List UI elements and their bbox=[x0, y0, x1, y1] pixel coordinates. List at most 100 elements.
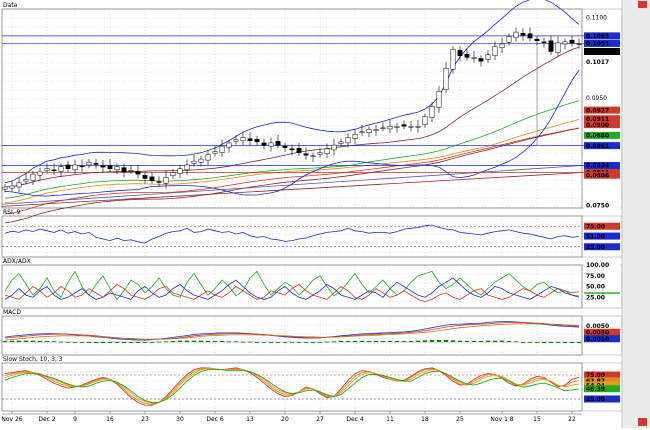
candle-body bbox=[121, 167, 127, 173]
x-tick-label: 23 bbox=[141, 416, 149, 423]
pane-macd bbox=[1, 315, 623, 356]
candle bbox=[51, 163, 57, 175]
moving-average-160 bbox=[4, 127, 580, 224]
macd-hist-bar bbox=[296, 342, 302, 343]
candle bbox=[485, 50, 491, 63]
axis-value-text: 0.0900 bbox=[586, 122, 609, 129]
candle-body bbox=[219, 145, 225, 153]
x-tick-label: 25 bbox=[456, 416, 464, 423]
candle bbox=[282, 142, 288, 153]
axis-value-bg bbox=[584, 395, 620, 403]
candle bbox=[30, 170, 36, 185]
axis-value-label: 75.00 bbox=[584, 222, 620, 230]
candle-body bbox=[562, 41, 568, 45]
candle bbox=[114, 163, 120, 175]
axis-value-bg bbox=[584, 322, 620, 330]
macd-hist-bar bbox=[534, 342, 540, 343]
macd-hist-bar bbox=[345, 341, 351, 342]
macd-hist-bar bbox=[275, 342, 281, 343]
axis-value-text: 0.0050 bbox=[586, 323, 609, 330]
candle-body bbox=[394, 125, 400, 128]
x-tick-label: 15 bbox=[533, 416, 541, 423]
macd-hist-bar bbox=[107, 342, 113, 343]
axis-value-label: 25.00 bbox=[584, 293, 620, 301]
axis-value-label: 75.00 bbox=[584, 371, 620, 379]
candle-body bbox=[569, 39, 575, 44]
macd-hist-bar bbox=[513, 341, 519, 343]
stoch-series-0 bbox=[4, 367, 580, 406]
candle-body bbox=[485, 54, 491, 60]
x-tick-label: 30 bbox=[176, 416, 184, 423]
right-strip bbox=[622, 0, 650, 428]
candle bbox=[149, 172, 155, 184]
macd-hist-bar bbox=[142, 342, 148, 343]
candle bbox=[317, 148, 323, 158]
macd-hist-bar bbox=[86, 342, 92, 343]
macd-hist-bar bbox=[51, 341, 57, 343]
candle-body bbox=[79, 165, 85, 168]
macd-hist-bar bbox=[338, 341, 344, 342]
candle bbox=[135, 164, 141, 179]
adx-series-2 bbox=[4, 277, 580, 300]
candle-body bbox=[282, 145, 288, 149]
candle bbox=[366, 126, 372, 138]
candle bbox=[254, 135, 260, 146]
x-tick-label: 20 bbox=[281, 416, 289, 423]
candle bbox=[205, 150, 211, 166]
candle bbox=[79, 159, 85, 172]
axis-value-label: 0.0030 bbox=[584, 328, 620, 336]
axis-value-bg bbox=[584, 201, 620, 209]
bollinger-lower bbox=[4, 69, 580, 197]
macd-hist-bar bbox=[506, 341, 512, 342]
axis-value-label: 0.0880 bbox=[584, 131, 620, 140]
macd-hist-bar bbox=[30, 340, 36, 342]
macd-hist-bar bbox=[492, 340, 498, 342]
macd-hist-bar bbox=[58, 341, 64, 343]
candle-body bbox=[450, 49, 456, 70]
candle bbox=[289, 144, 295, 156]
candle-body bbox=[30, 173, 36, 181]
macd-hist-bar bbox=[387, 341, 393, 342]
candle bbox=[2, 183, 8, 193]
candle-body bbox=[527, 33, 533, 39]
candle bbox=[128, 164, 134, 174]
macd-hist-bar bbox=[240, 341, 246, 343]
axis-value-bg bbox=[584, 385, 620, 393]
candle-body bbox=[506, 36, 512, 43]
candle bbox=[520, 27, 526, 41]
pane-rsi bbox=[1, 215, 623, 258]
axis-value-label: 62.87 bbox=[584, 377, 620, 385]
axis-value-bg bbox=[584, 131, 620, 139]
axis-value-label: 50.00 bbox=[584, 283, 620, 291]
axis-value-label: 46.39 bbox=[584, 385, 620, 393]
axis-value-label: 51.00 bbox=[584, 232, 620, 240]
macd-hist-bar bbox=[548, 342, 554, 343]
axis-value-text: 0.1017 bbox=[586, 59, 609, 66]
candle bbox=[492, 41, 498, 61]
candle bbox=[163, 170, 169, 189]
macd-hist-bar bbox=[191, 340, 197, 342]
macd-hist-bar bbox=[219, 341, 225, 342]
macd-hist-bar bbox=[303, 342, 309, 343]
candle bbox=[121, 163, 127, 178]
macd-hist-bar bbox=[499, 340, 505, 342]
pane-title: MACD bbox=[3, 309, 21, 316]
macd-hist-bar bbox=[170, 341, 176, 342]
macd-hist-bar bbox=[226, 341, 232, 343]
pane-title: ADX/ADX bbox=[3, 258, 31, 265]
x-tick-label: 13 bbox=[246, 416, 254, 423]
candle bbox=[359, 125, 365, 136]
x-tick-label: Nov 26 bbox=[1, 416, 22, 423]
macd-hist-bar bbox=[100, 342, 106, 343]
candle-body bbox=[247, 138, 253, 142]
axis-value-bg bbox=[584, 272, 620, 280]
x-tick-label: Dec 2 bbox=[38, 416, 56, 423]
axis-value-bg bbox=[584, 171, 620, 179]
macd-hist-bar bbox=[457, 340, 463, 342]
axis-value-text: 0.1036 bbox=[586, 49, 609, 56]
candle-body bbox=[289, 148, 295, 151]
axis-value-text: 50.00 bbox=[586, 284, 605, 291]
macd-hist-bar bbox=[128, 342, 134, 343]
macd-line-1 bbox=[4, 322, 580, 340]
